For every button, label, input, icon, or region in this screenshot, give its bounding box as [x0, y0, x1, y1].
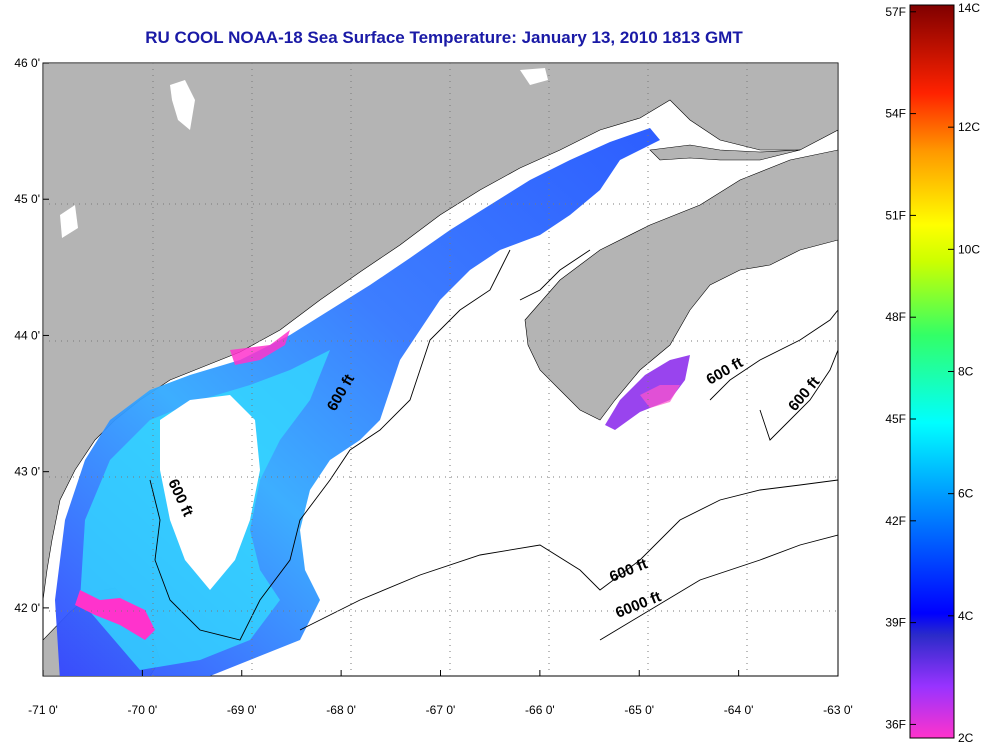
lat-label: 46 0' — [14, 56, 40, 70]
graticule — [43, 63, 838, 676]
lon-label: -69 0' — [227, 703, 257, 717]
colorbar-f-labels: 57F 54F 51F 48F 45F 42F 39F 36F — [885, 5, 916, 731]
colorbar-f-label: 48F — [885, 310, 906, 324]
lat-axis: 46 0' 45 0' 44 0' 43 0' 42 0' — [14, 56, 49, 615]
colorbar-gradient — [909, 4, 955, 739]
land-island — [649, 144, 801, 161]
sst-cold-coast — [230, 330, 290, 365]
lake-2 — [520, 68, 548, 85]
title-text: RU COOL NOAA-18 Sea Surface Temperature:… — [145, 28, 743, 47]
colorbar-c-label: 12C — [958, 120, 980, 134]
sst-pink-ns — [640, 385, 680, 408]
lon-label: -68 0' — [326, 703, 356, 717]
colorbar-f-label: 36F — [885, 717, 906, 731]
lake-1 — [170, 80, 195, 130]
lon-label: -70 0' — [128, 703, 158, 717]
bathymetry-contours — [149, 249, 838, 641]
colorbar-f-label: 42F — [885, 514, 906, 528]
colorbar-c-labels: 14C 12C 10C 8C 6C 4C 2C — [948, 1, 980, 745]
no-data-patch — [160, 395, 260, 590]
lon-label: -63 0' — [823, 703, 853, 717]
lon-label: -71 0' — [28, 703, 58, 717]
lon-label: -65 0' — [624, 703, 654, 717]
land-nova-scotia — [524, 149, 838, 421]
colorbar-f-label: 51F — [885, 208, 906, 222]
sst-cold-capecod — [75, 590, 155, 640]
lon-axis: -71 0' -70 0' -69 0' -68 0' -67 0' -66 0' -65 … — [28, 670, 853, 717]
lon-label: -66 0' — [525, 703, 555, 717]
land-mainland — [43, 63, 838, 601]
lat-label: 43 0' — [14, 465, 40, 479]
lon-label: -67 0' — [426, 703, 456, 717]
lat-label: 45 0' — [14, 192, 40, 206]
colorbar-c-label: 10C — [958, 242, 980, 256]
colorbar-f-label: 45F — [885, 412, 906, 426]
lat-label: 44 0' — [14, 328, 40, 342]
lat-label: 42 0' — [14, 601, 40, 615]
colorbar-c-label: 6C — [958, 487, 974, 501]
lake-3 — [60, 205, 78, 238]
colorbar-c-label: 14C — [958, 1, 980, 15]
colorbar-f-label: 54F — [885, 107, 906, 121]
colorbar: 57F 54F 51F 48F 45F 42F 39F 36F 14C 12C 10C 8C 6C 4C… — [885, 1, 980, 745]
colorbar-f-label: 57F — [885, 5, 906, 19]
colorbar-f-label: 39F — [885, 616, 906, 630]
colorbar-c-label: 4C — [958, 609, 974, 623]
lon-label: -64 0' — [724, 703, 754, 717]
colorbar-c-label: 2C — [958, 731, 974, 745]
colorbar-c-label: 8C — [958, 365, 974, 379]
